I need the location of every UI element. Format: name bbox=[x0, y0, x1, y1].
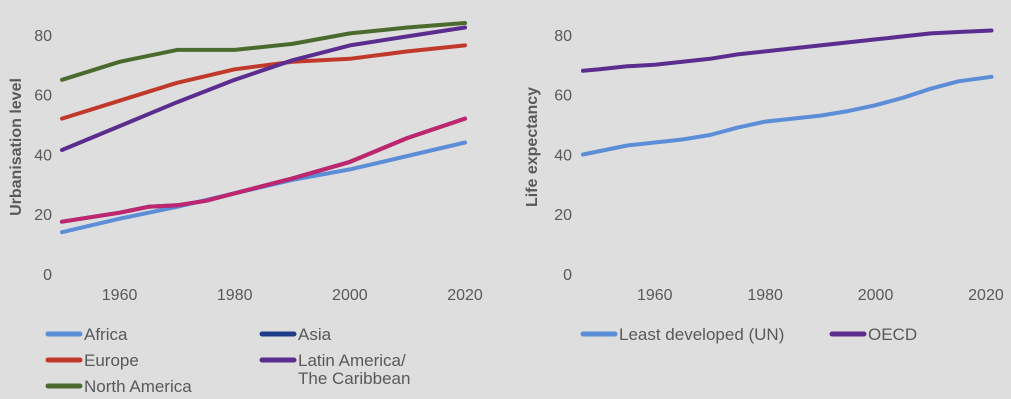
series-line-europe bbox=[60, 43, 467, 121]
legend-label: Latin America/ bbox=[298, 351, 406, 370]
urbanisation-y-tick-label: 60 bbox=[34, 88, 52, 105]
urbanisation-y-tick-label: 20 bbox=[34, 207, 52, 224]
life-expectancy-x-tick-label: 2000 bbox=[858, 287, 894, 304]
urbanisation-chart: 0 20 40 60 80 1960 1980 2000 2020 Urbanisation le… bbox=[8, 21, 483, 304]
life-expectancy-y-tick-label: 0 bbox=[563, 267, 572, 284]
legend-label: Least developed (UN) bbox=[619, 325, 784, 344]
life-expectancy-x-tick-label: 1980 bbox=[747, 287, 783, 304]
life-expectancy-y-tick-label: 60 bbox=[554, 88, 572, 105]
life-expectancy-x-tick-label: 2020 bbox=[968, 287, 1004, 304]
urbanisation-x-tick-label: 2020 bbox=[447, 287, 483, 304]
urbanisation-y-tick-label: 0 bbox=[43, 267, 52, 284]
urbanisation-y-tick-label: 80 bbox=[34, 28, 52, 45]
legend-item-least-developed-un: Least developed (UN) bbox=[580, 325, 784, 344]
urbanisation-x-tick-label: 1960 bbox=[102, 287, 138, 304]
urbanisation-y-tick-label: 40 bbox=[34, 147, 52, 164]
legend-item-africa: Africa bbox=[45, 325, 128, 344]
life-expectancy-y-axis-title: Life expectancy bbox=[524, 87, 541, 207]
legend-label: Africa bbox=[84, 325, 128, 344]
series-line-north-america bbox=[60, 21, 467, 82]
legend-label: North America bbox=[84, 377, 192, 396]
legend-item-oecd: OECD bbox=[829, 325, 917, 344]
legend-label: OECD bbox=[868, 325, 917, 344]
urbanisation-x-tick-label: 2000 bbox=[332, 287, 368, 304]
legend-item-north-america: North America bbox=[45, 377, 192, 396]
life-expectancy-y-tick-label: 40 bbox=[554, 147, 572, 164]
legend-item-latin-america-the-caribbean: Latin America/The Caribbean bbox=[259, 351, 410, 388]
series-line-oecd bbox=[581, 28, 994, 73]
legend-item-europe: Europe bbox=[45, 351, 139, 370]
legend-label: Europe bbox=[84, 351, 139, 370]
life-expectancy-y-tick-label: 20 bbox=[554, 207, 572, 224]
life-expectancy-chart: 0 20 40 60 80 1960 1980 2000 2020 Life expectancy bbox=[524, 28, 1004, 304]
legends: Africa Asia Europe Latin America/The Caribb… bbox=[45, 325, 917, 396]
series-line-least-developed-un bbox=[581, 74, 994, 157]
legend-label: The Caribbean bbox=[298, 369, 410, 388]
life-expectancy-x-tick-label: 1960 bbox=[637, 287, 673, 304]
legend-label: Asia bbox=[298, 325, 332, 344]
series-line-latin-america-the-caribbean bbox=[60, 25, 467, 152]
series-line-unlabelled-magenta bbox=[60, 116, 467, 224]
urbanisation-y-axis-title: Urbanisation level bbox=[8, 78, 25, 216]
series-line-asia bbox=[60, 116, 467, 224]
urbanisation-x-tick-label: 1980 bbox=[217, 287, 253, 304]
legend-item-asia: Asia bbox=[259, 325, 332, 344]
life-expectancy-y-tick-label: 80 bbox=[554, 28, 572, 45]
